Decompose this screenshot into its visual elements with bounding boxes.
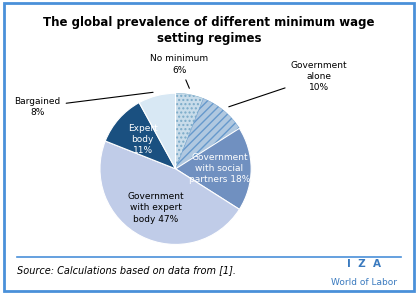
- Text: Bargained
8%: Bargained 8%: [14, 92, 153, 117]
- Text: World of Labor: World of Labor: [331, 278, 397, 287]
- Wedge shape: [176, 128, 251, 209]
- Wedge shape: [100, 141, 240, 244]
- Text: Government
alone
10%: Government alone 10%: [229, 61, 347, 107]
- Wedge shape: [176, 93, 204, 169]
- Wedge shape: [139, 93, 176, 169]
- Wedge shape: [105, 103, 176, 169]
- Text: No minimum
6%: No minimum 6%: [150, 54, 209, 88]
- Text: Expert
body
11%: Expert body 11%: [128, 124, 158, 156]
- Text: Source: Calculations based on data from [1].: Source: Calculations based on data from …: [17, 265, 236, 275]
- Text: Government
with expert
body 47%: Government with expert body 47%: [127, 192, 184, 223]
- Text: Government
with social
partners 18%: Government with social partners 18%: [189, 153, 250, 184]
- Wedge shape: [176, 98, 240, 169]
- Text: I  Z  A: I Z A: [347, 259, 381, 269]
- Text: The global prevalence of different minimum wage
setting regimes: The global prevalence of different minim…: [43, 16, 375, 45]
